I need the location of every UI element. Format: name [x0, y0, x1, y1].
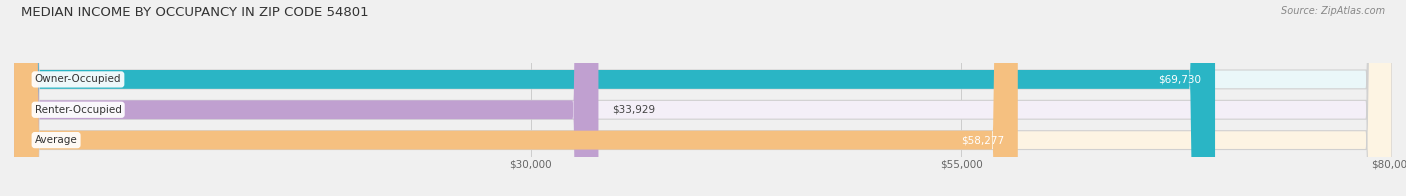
Text: $33,929: $33,929	[612, 105, 655, 115]
FancyBboxPatch shape	[14, 0, 1018, 196]
Text: $69,730: $69,730	[1159, 74, 1201, 84]
Text: Average: Average	[35, 135, 77, 145]
Text: Owner-Occupied: Owner-Occupied	[35, 74, 121, 84]
FancyBboxPatch shape	[14, 0, 1392, 196]
Text: Source: ZipAtlas.com: Source: ZipAtlas.com	[1281, 6, 1385, 16]
FancyBboxPatch shape	[14, 0, 1215, 196]
Text: MEDIAN INCOME BY OCCUPANCY IN ZIP CODE 54801: MEDIAN INCOME BY OCCUPANCY IN ZIP CODE 5…	[21, 6, 368, 19]
FancyBboxPatch shape	[14, 0, 1392, 196]
Text: Renter-Occupied: Renter-Occupied	[35, 105, 121, 115]
Text: $58,277: $58,277	[960, 135, 1004, 145]
FancyBboxPatch shape	[14, 0, 1392, 196]
FancyBboxPatch shape	[14, 0, 599, 196]
